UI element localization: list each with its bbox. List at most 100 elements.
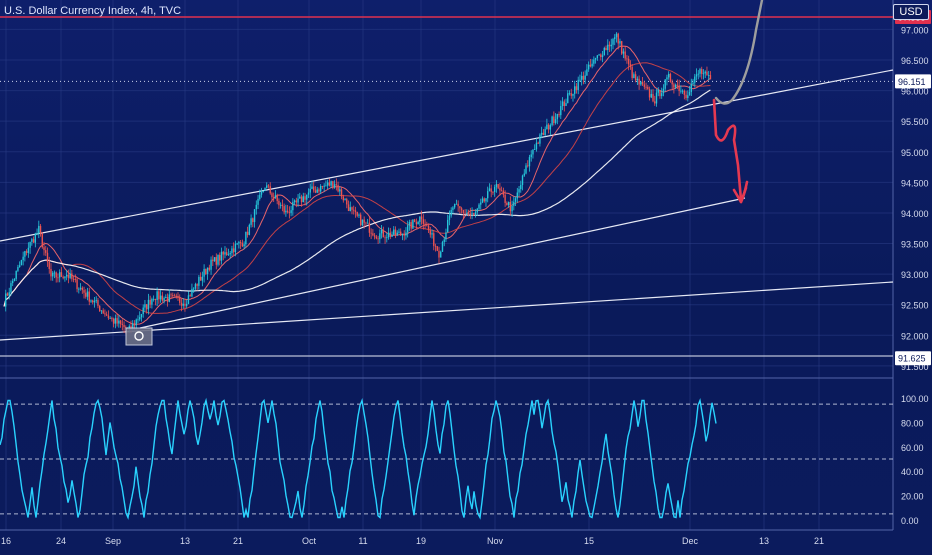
candle-body bbox=[453, 204, 456, 208]
price-tick-label: 94.000 bbox=[901, 209, 929, 219]
candle-body bbox=[274, 195, 277, 198]
candle-body bbox=[483, 198, 485, 202]
candle-body bbox=[271, 193, 273, 198]
candle-body bbox=[337, 185, 339, 192]
candle-body bbox=[511, 205, 513, 212]
candle-body bbox=[206, 267, 209, 274]
candle-body bbox=[476, 208, 478, 213]
candle-body bbox=[389, 232, 391, 237]
candle-body bbox=[161, 295, 164, 301]
moving-average-line bbox=[3, 45, 711, 325]
candle-body bbox=[158, 291, 160, 300]
candle-body bbox=[570, 93, 572, 96]
currency-button[interactable]: USD bbox=[893, 4, 929, 20]
candle-body bbox=[208, 267, 211, 270]
candle-body bbox=[318, 189, 320, 192]
candle-body bbox=[669, 73, 672, 83]
candle-body bbox=[332, 181, 334, 188]
candle-body bbox=[304, 196, 306, 200]
candle-body bbox=[319, 186, 322, 192]
price-tick-label: 96.500 bbox=[901, 56, 929, 66]
candle-body bbox=[650, 94, 652, 98]
candle-body bbox=[535, 142, 538, 150]
candle-body bbox=[58, 272, 61, 278]
event-marker-icon bbox=[134, 331, 144, 341]
projection-arrows bbox=[125, 0, 764, 346]
candle-body bbox=[558, 114, 560, 116]
candle-body bbox=[290, 210, 292, 213]
candle-body bbox=[222, 251, 224, 255]
candle-body bbox=[528, 157, 531, 167]
candle-body bbox=[57, 277, 59, 279]
candle-body bbox=[441, 242, 444, 252]
oscillator-tick-label: 80.00 bbox=[901, 418, 924, 428]
candle-body bbox=[288, 212, 291, 213]
candle-body bbox=[165, 296, 167, 298]
candle-body bbox=[553, 116, 555, 123]
candle-body bbox=[76, 279, 78, 290]
price-label-text: 91.625 bbox=[898, 354, 926, 364]
candle-body bbox=[147, 299, 150, 310]
candle-body bbox=[166, 296, 169, 302]
candle-body bbox=[92, 300, 94, 303]
candle-body bbox=[493, 186, 496, 193]
candle-body bbox=[607, 44, 609, 50]
candle-body bbox=[424, 223, 426, 226]
trend-line bbox=[139, 197, 746, 329]
candle-body bbox=[537, 142, 539, 144]
candle-body bbox=[232, 248, 235, 253]
candle-body bbox=[234, 243, 237, 253]
candle-body bbox=[328, 182, 331, 186]
time-tick-label: Sep bbox=[105, 536, 121, 546]
candle-body bbox=[210, 259, 212, 270]
candle-body bbox=[177, 295, 179, 298]
candle-body bbox=[413, 219, 416, 223]
candle-body bbox=[469, 213, 472, 215]
candle-body bbox=[156, 291, 158, 301]
candle-body bbox=[339, 189, 341, 192]
candle-body bbox=[384, 237, 386, 239]
candle-body bbox=[132, 323, 134, 329]
candle-body bbox=[687, 95, 689, 99]
candle-body bbox=[212, 259, 214, 262]
candle-body bbox=[83, 290, 85, 293]
price-label-box bbox=[895, 74, 931, 89]
candle-body bbox=[481, 198, 484, 203]
down-projection bbox=[712, 98, 743, 202]
candle-body bbox=[457, 203, 459, 207]
candle-body bbox=[580, 75, 583, 80]
candle-body bbox=[6, 293, 9, 296]
candle-body bbox=[311, 186, 313, 189]
candle-body bbox=[194, 284, 197, 289]
candle-body bbox=[605, 47, 607, 50]
candle-body bbox=[215, 257, 217, 265]
time-tick-label: Oct bbox=[302, 536, 317, 546]
candle-body bbox=[25, 251, 28, 253]
candle-body bbox=[285, 210, 287, 213]
candle-body bbox=[681, 90, 684, 92]
candle-body bbox=[119, 320, 122, 324]
candle-body bbox=[406, 225, 409, 233]
candle-body bbox=[302, 196, 304, 203]
candle-body bbox=[368, 222, 371, 233]
candle-body bbox=[246, 231, 249, 235]
candle-body bbox=[546, 124, 548, 130]
candle-body bbox=[13, 278, 16, 281]
candle-body bbox=[31, 239, 33, 242]
candle-body bbox=[41, 233, 43, 248]
candle-body bbox=[567, 93, 569, 104]
candle-body bbox=[640, 81, 642, 85]
candle-body bbox=[15, 270, 17, 279]
candle-body bbox=[431, 233, 433, 235]
candle-body bbox=[253, 209, 256, 223]
time-tick-label: 15 bbox=[584, 536, 594, 546]
candle-body bbox=[353, 209, 355, 211]
candle-body bbox=[561, 101, 564, 107]
candle-body bbox=[20, 260, 23, 266]
candle-body bbox=[455, 203, 458, 205]
candle-body bbox=[71, 273, 73, 279]
candle-body bbox=[227, 254, 230, 255]
time-tick-label: 11 bbox=[358, 536, 367, 546]
candle-body bbox=[257, 198, 259, 205]
